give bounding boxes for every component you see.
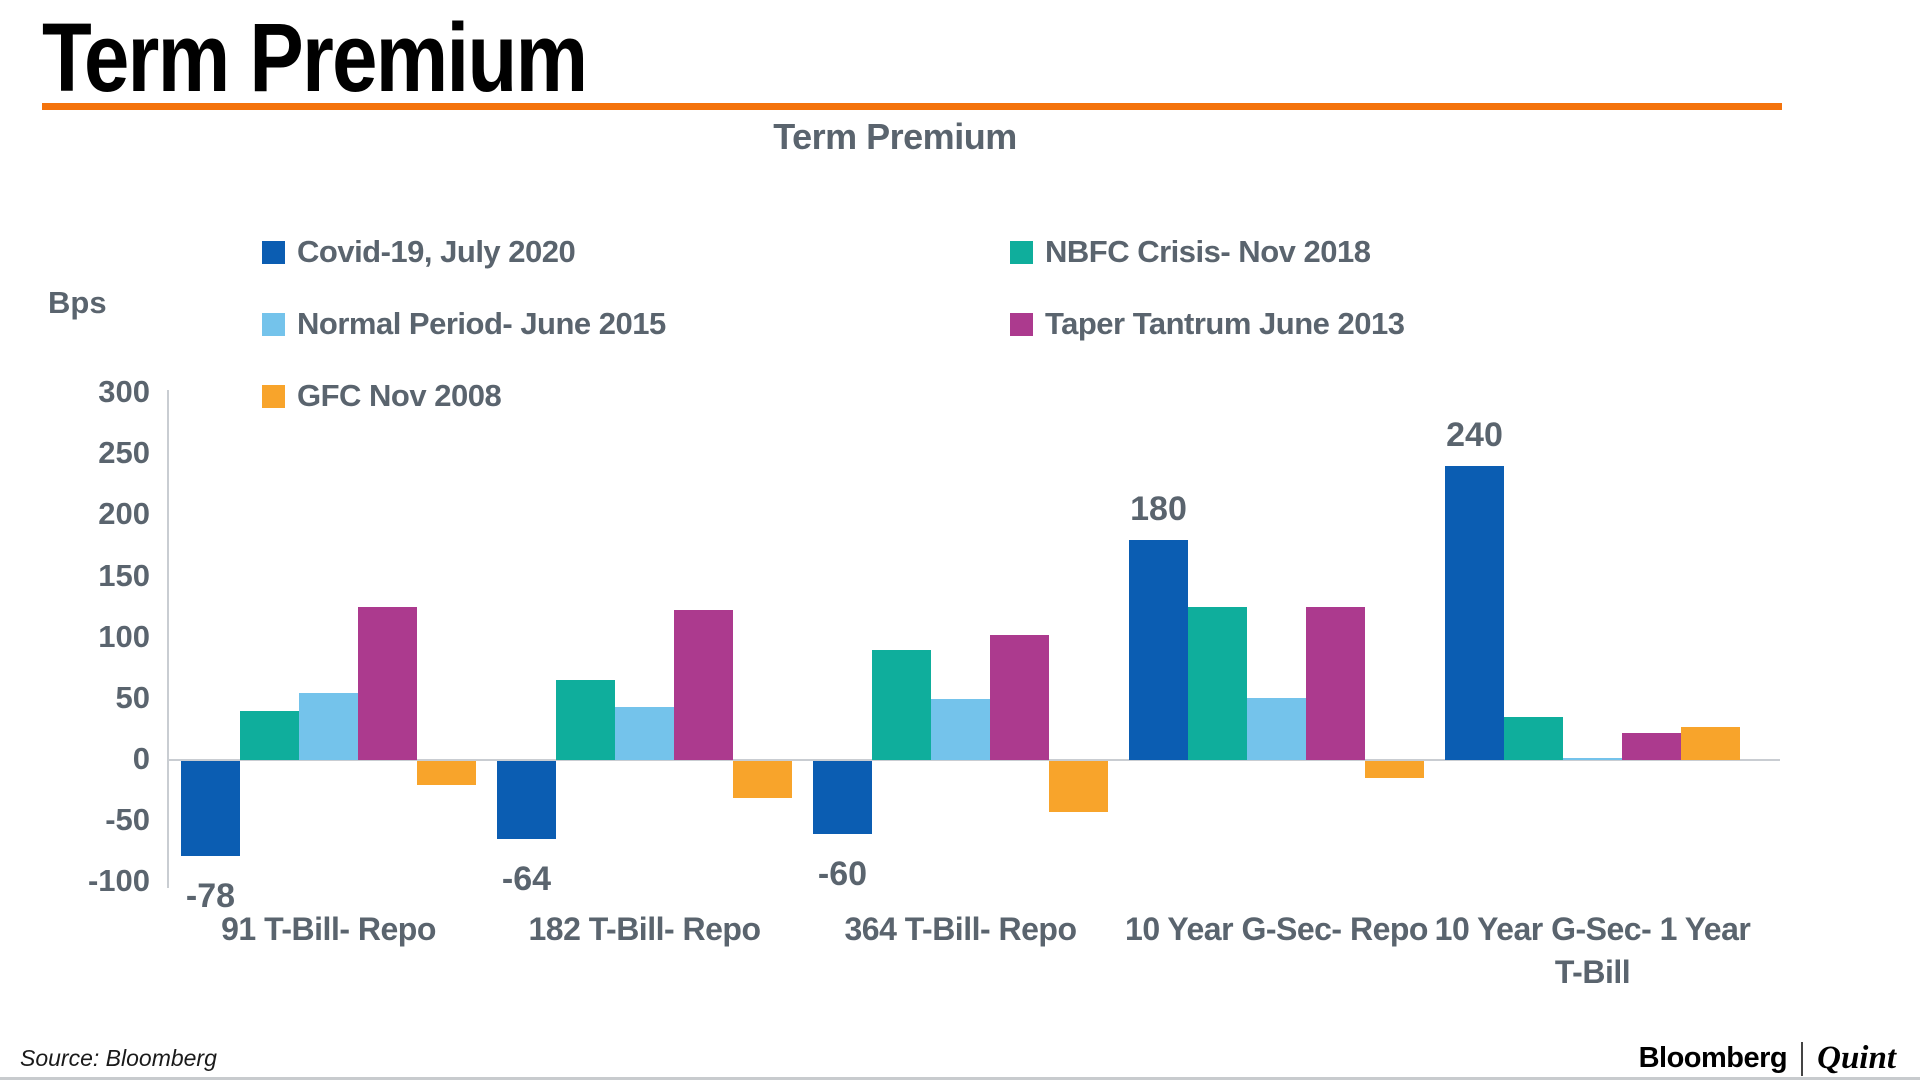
bar-value-label: -78 <box>185 877 236 916</box>
bar <box>733 761 792 798</box>
x-axis-category-label: 91 T-Bill- Repo <box>221 911 436 947</box>
bar <box>674 609 733 760</box>
bar <box>240 711 299 760</box>
source-note: Source: Bloomberg <box>20 1045 217 1071</box>
y-axis-unit-label: Bps <box>48 285 107 320</box>
legend-label: Taper Tantrum June 2013 <box>1045 306 1405 341</box>
bar <box>990 635 1049 760</box>
legend-swatch <box>262 312 285 336</box>
legend-swatch <box>262 384 285 408</box>
legend-swatch <box>1010 312 1033 336</box>
y-axis-tick-label: -100 <box>87 863 150 899</box>
y-axis-tick-label: 150 <box>98 557 150 593</box>
bar <box>1247 697 1306 760</box>
x-axis-category-label: 10 Year G-Sec- Repo <box>1125 911 1428 947</box>
legend-item: NBFC Crisis- Nov 2018 <box>1010 234 1404 270</box>
bar-value-label: 180 <box>1130 489 1187 528</box>
bar <box>872 649 931 760</box>
legend-swatch <box>1010 240 1033 264</box>
legend-label: Normal Period- June 2015 <box>297 306 666 341</box>
bloomberg-wordmark: Bloomberg <box>1638 1042 1788 1074</box>
x-axis-category-label: 364 T-Bill- Repo <box>844 911 1077 947</box>
y-axis-tick-label: 250 <box>98 435 150 471</box>
chart-legend: Covid-19, July 2020 NBFC Crisis- Nov 2018… <box>262 234 1405 450</box>
bar <box>417 761 476 786</box>
bar <box>1365 761 1424 779</box>
y-axis-tick-label: 100 <box>98 618 150 654</box>
legend-item: Taper Tantrum June 2013 <box>1010 306 1405 342</box>
chart-title: Term Premium <box>773 116 1017 157</box>
legend-label: Covid-19, July 2020 <box>297 234 576 269</box>
x-axis-category-label: 182 T-Bill- Repo <box>528 911 761 947</box>
bottom-border <box>0 1077 1920 1080</box>
quint-wordmark: Quint <box>1817 1040 1896 1076</box>
legend-label: GFC Nov 2008 <box>297 378 502 413</box>
bar <box>358 607 417 760</box>
bar <box>1129 539 1188 760</box>
bar <box>1504 717 1563 760</box>
y-axis-tick-label: -50 <box>105 802 150 838</box>
legend-item: GFC Nov 2008 <box>262 378 1010 414</box>
bar-value-label: -60 <box>817 855 868 894</box>
bar <box>813 761 872 835</box>
bar <box>1563 758 1622 760</box>
bar <box>299 692 358 760</box>
y-axis-tick-label: 0 <box>132 741 150 776</box>
bar <box>1445 466 1504 760</box>
x-axis-category-label: 10 Year G-Sec- 1 Year T-Bill <box>1434 911 1751 990</box>
y-axis-tick-label: 300 <box>98 374 150 409</box>
legend-label: NBFC Crisis- Nov 2018 <box>1045 234 1371 269</box>
bar-value-label: -64 <box>501 860 552 899</box>
bar <box>931 698 990 760</box>
bar <box>556 680 615 760</box>
zero-baseline <box>167 759 1780 761</box>
y-axis-tick-label: 50 <box>115 679 150 715</box>
bar <box>181 761 240 857</box>
y-axis-line <box>167 390 169 888</box>
bar <box>497 761 556 840</box>
y-axis-tick-label: 200 <box>98 496 150 532</box>
legend-item: Normal Period- June 2015 <box>262 306 1010 342</box>
bar <box>1188 607 1247 760</box>
legend-item: Covid-19, July 2020 <box>262 234 1010 270</box>
title-accent-rule <box>42 103 1782 110</box>
logo-divider <box>1801 1041 1804 1076</box>
bar <box>1306 607 1365 760</box>
bar <box>1681 726 1740 760</box>
legend-swatch <box>262 240 285 264</box>
page-title: Term Premium <box>42 3 588 112</box>
bar <box>1049 761 1108 813</box>
bar <box>1622 733 1681 760</box>
bar-value-label: 240 <box>1446 416 1503 455</box>
bar <box>615 707 674 760</box>
publisher-logo: Bloomberg Quint <box>1639 1040 1896 1077</box>
